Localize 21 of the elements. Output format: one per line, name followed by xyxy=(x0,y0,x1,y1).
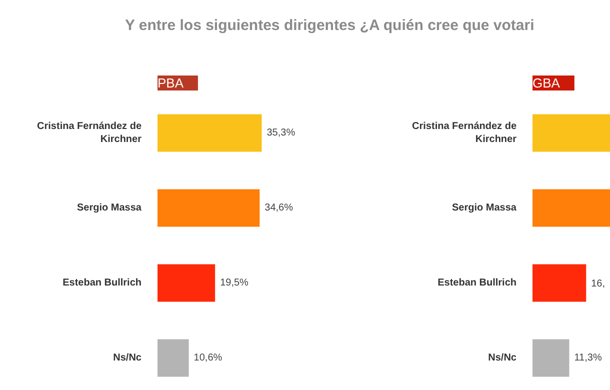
y-tick-label: Ns/Nc xyxy=(488,352,517,364)
y-tick-label: Sergio Massa xyxy=(452,202,517,214)
bar xyxy=(158,339,189,377)
y-tick-label: Ns/Nc xyxy=(113,352,142,364)
y-tick-label: Esteban Bullrich xyxy=(62,278,142,288)
data-label: 10,6% xyxy=(194,352,222,364)
bar xyxy=(158,264,216,302)
chart-title: PBA xyxy=(158,76,184,90)
text: Y entre los siguientes dirigentes ¿A quién cree que votari xyxy=(125,16,534,36)
y-tick-label: Sergio Massa xyxy=(77,202,142,214)
y-tick-label: Cristina Fernández de Kirchner xyxy=(37,120,142,146)
chart-title: GBA xyxy=(532,76,560,90)
bar xyxy=(158,189,260,227)
data-label: 11,3% xyxy=(574,352,602,364)
data-label: 19,5% xyxy=(220,278,249,288)
data-label: 34,6% xyxy=(264,202,294,214)
y-tick-label: Esteban Bullrich xyxy=(438,278,516,288)
bar xyxy=(158,114,262,152)
y-tick-label: Cristina Fernández de Kirchner xyxy=(412,120,517,146)
data-label: 16, xyxy=(591,278,606,290)
data-label: 35,3% xyxy=(266,128,296,138)
